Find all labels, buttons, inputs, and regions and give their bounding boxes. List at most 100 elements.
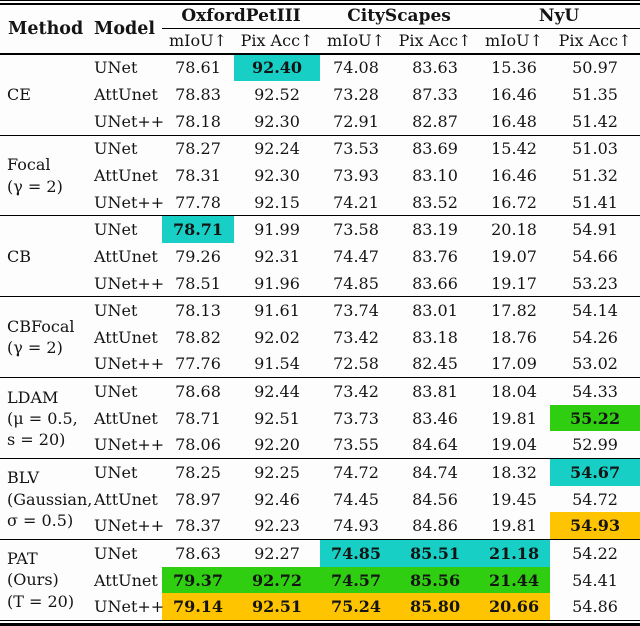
value-cell: 74.85 [333, 273, 379, 293]
metric-header-pixacc: Pix Acc↑ [558, 31, 632, 51]
value-cell: 82.45 [412, 354, 458, 374]
value-cell-highlight-orange: 20.66 [478, 593, 551, 621]
value-cell: 83.81 [412, 382, 458, 402]
value-cell: 92.31 [254, 246, 300, 266]
value-cell: 74.21 [333, 192, 379, 212]
value-cell-highlight-orange: 85.80 [392, 593, 479, 621]
model-cell: UNet [94, 543, 138, 563]
value-cell: 19.07 [491, 246, 537, 266]
value-cell: 54.33 [572, 382, 618, 402]
value-cell-highlight-green: 92.72 [234, 566, 321, 594]
model-cell: UNet++ [94, 273, 165, 293]
value-cell: 54.86 [572, 597, 618, 617]
value-cell: 50.97 [572, 58, 618, 78]
method-label-line: LDAM [7, 387, 59, 407]
value-cell: 15.36 [491, 58, 537, 78]
value-cell: 87.33 [412, 85, 458, 105]
value-cell: 78.71 [175, 408, 221, 428]
value-cell: 19.45 [491, 489, 537, 509]
method-label-line: σ = 0.5) [7, 510, 74, 530]
model-cell: UNet [94, 301, 138, 321]
table-row: AttUnet 78.31 92.30 73.93 83.10 16.46 51.32 [0, 162, 640, 188]
value-cell: 84.56 [412, 489, 458, 509]
table-row: UNet++ 78.37 92.23 74.93 84.86 19.81 54.93 [0, 512, 640, 540]
method-section: CB UNet 78.71 91.99 73.58 83.19 20.18 54.91 AttU… [0, 215, 640, 297]
table-row: BLV (Gaussian, σ = 0.5) UNet 78.25 92.25 74.72… [0, 458, 640, 530]
value-cell: 78.83 [175, 85, 221, 105]
value-cell: 83.66 [412, 273, 458, 293]
value-cell: 92.51 [254, 408, 300, 428]
value-cell: 92.02 [254, 327, 300, 347]
table-row: LDAM (μ = 0.5, s = 20) UNet 78.68 92.44 73.42 8… [0, 378, 640, 449]
table-row: AttUnet 78.83 92.52 73.28 87.33 16.46 51.35 [0, 81, 640, 108]
method-section: CE UNet 78.61 92.40 74.08 83.63 15.36 50.97 AttU… [0, 53, 640, 136]
method-cell: CB [0, 216, 94, 297]
value-cell-highlight-cyan: 85.51 [392, 539, 479, 567]
method-cell: CE [0, 54, 94, 136]
value-cell: 92.23 [254, 516, 300, 536]
value-cell: 78.18 [175, 111, 221, 131]
value-cell: 20.18 [491, 220, 537, 240]
value-cell: 51.32 [572, 166, 618, 186]
value-cell: 52.99 [572, 435, 618, 455]
value-cell: 78.63 [175, 543, 221, 563]
value-cell: 16.46 [491, 85, 537, 105]
value-cell: 74.47 [333, 246, 379, 266]
table-row: AttUnet 79.26 92.31 74.47 83.76 19.07 54.66 [0, 243, 640, 269]
value-cell: 92.30 [254, 166, 300, 186]
value-cell: 18.76 [491, 327, 537, 347]
value-cell: 54.22 [572, 543, 618, 563]
method-label-line: (T = 20) [7, 591, 75, 611]
method-label-line: (μ = 0.5, [7, 408, 78, 428]
value-cell: 72.58 [333, 354, 379, 374]
value-cell: 53.02 [572, 354, 618, 374]
method-cell: PAT (Ours) (T = 20) [0, 540, 94, 621]
model-cell: UNet++ [94, 597, 165, 617]
value-cell: 73.58 [333, 220, 379, 240]
value-cell-highlight-green: 21.44 [478, 566, 551, 594]
header-model: Model [94, 18, 156, 39]
value-cell: 91.54 [254, 354, 300, 374]
value-cell: 73.74 [333, 301, 379, 321]
metric-header-miou: mIoU↑ [485, 31, 544, 51]
value-cell-highlight-green: 79.37 [162, 566, 234, 594]
value-cell: 73.28 [333, 85, 379, 105]
value-cell: 19.81 [491, 408, 537, 428]
value-cell: 73.55 [333, 435, 379, 455]
method-cell: LDAM (μ = 0.5, s = 20) [0, 378, 94, 459]
value-cell: 92.46 [254, 489, 300, 509]
method-section: PAT (Ours) (T = 20) UNet 78.63 92.27 74.85 85.… [0, 539, 640, 621]
table-row: PAT (Ours) (T = 20) UNet 78.63 92.27 74.85 85.… [0, 539, 640, 611]
method-cell: Focal (γ = 2) [0, 135, 94, 216]
value-cell: 78.31 [175, 166, 221, 186]
value-cell: 19.17 [491, 273, 537, 293]
header-row-metrics: mIoU↑ Pix Acc↑ mIoU↑ Pix Acc↑ mIoU↑ Pix … [0, 29, 640, 54]
value-cell-highlight-green: 85.56 [392, 566, 479, 594]
metric-header-pixacc: Pix Acc↑ [240, 31, 314, 51]
method-section: Focal (γ = 2) UNet 78.27 92.24 73.53 83.69 15.4… [0, 135, 640, 216]
method-label-line: CB [7, 246, 31, 266]
value-cell: 72.91 [333, 111, 379, 131]
dataset-header-oxfordpetiii: OxfordPetIII [162, 3, 321, 29]
value-cell: 77.78 [175, 192, 221, 212]
value-cell: 74.08 [333, 58, 379, 78]
method-label-line: CE [7, 84, 31, 104]
value-cell: 92.24 [254, 139, 300, 159]
value-cell: 91.96 [254, 273, 300, 293]
table-row: CB UNet 78.71 91.99 73.58 83.19 20.18 54.91 [0, 215, 640, 266]
method-section: CBFocal (γ = 2) UNet 78.13 91.61 73.74 83.01 17… [0, 296, 640, 378]
value-cell-highlight-orange: 92.51 [234, 593, 321, 621]
model-cell: UNet [94, 139, 138, 159]
table-row: UNet++ 78.18 92.30 72.91 82.87 16.48 51.42 [0, 108, 640, 135]
value-cell: 78.27 [175, 139, 221, 159]
value-cell: 74.72 [333, 463, 379, 482]
value-cell: 78.13 [175, 301, 221, 321]
metric-header-miou: mIoU↑ [168, 31, 227, 51]
header-method: Method [8, 18, 84, 39]
model-cell: AttUnet [94, 246, 158, 266]
value-cell: 17.82 [491, 301, 537, 321]
value-cell: 83.10 [412, 166, 458, 186]
method-cell: BLV (Gaussian, σ = 0.5) [0, 459, 94, 540]
